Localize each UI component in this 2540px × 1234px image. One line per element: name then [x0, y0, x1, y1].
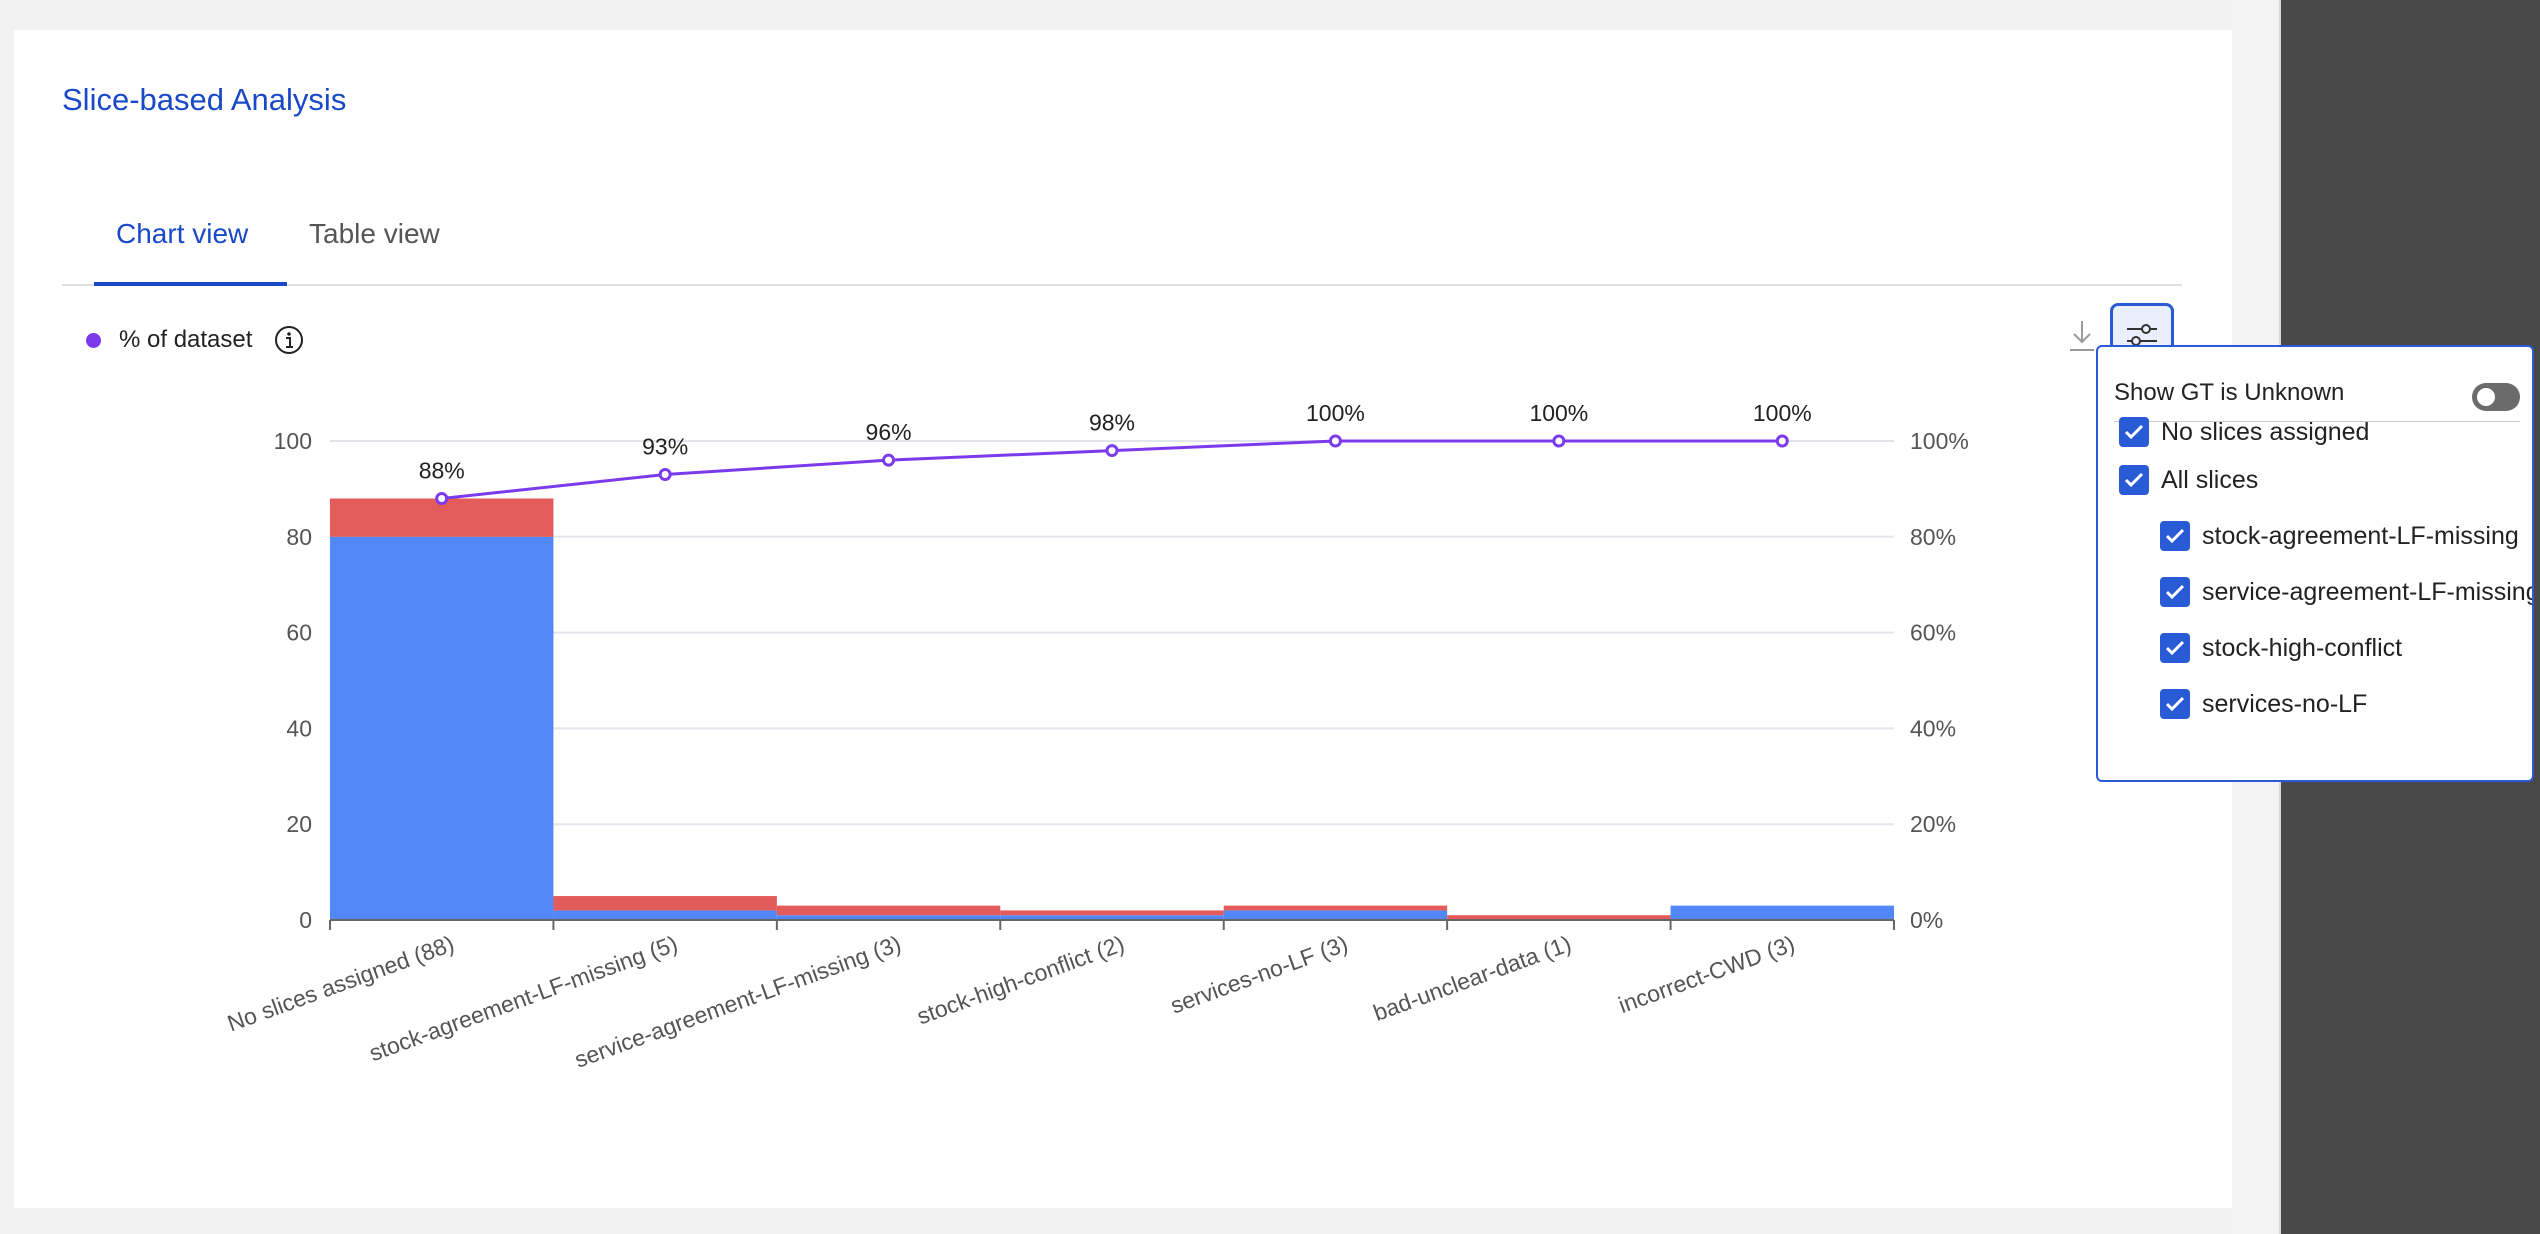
point-label: 96% — [866, 419, 912, 445]
point-label: 100% — [1753, 400, 1812, 426]
page-title: Slice-based Analysis — [62, 82, 347, 117]
filter-item[interactable]: services-no-LF — [2160, 686, 2367, 722]
check-icon — [2165, 528, 2185, 544]
chart-bars — [330, 498, 1894, 920]
checkbox[interactable] — [2160, 521, 2190, 551]
line-point — [1328, 434, 1342, 448]
filter-panel: Show GT is Unknown No slices assigned All… — [2096, 345, 2534, 782]
y2-tick-label: 100% — [1910, 428, 1969, 454]
check-icon — [2124, 424, 2144, 440]
active-tab-indicator — [94, 282, 287, 286]
y2-tick-label: 20% — [1910, 811, 1956, 837]
bar-segment — [776, 905, 1001, 916]
legend-label: % of dataset — [119, 326, 253, 353]
point-label: 98% — [1089, 410, 1135, 436]
y2-tick-label: 60% — [1910, 620, 1956, 646]
line-point — [1775, 434, 1789, 448]
x-tick-label: services-no-LF (3) — [1167, 930, 1351, 1018]
legend-marker — [86, 332, 101, 348]
filter-item-label: All slices — [2161, 465, 2259, 494]
checkbox[interactable] — [2160, 633, 2190, 663]
point-label: 88% — [419, 457, 465, 483]
download-icon[interactable] — [2066, 318, 2098, 354]
chart-legend: % of dataset — [86, 320, 304, 360]
bar-segment — [553, 910, 777, 920]
y-tick-label: 60 — [286, 620, 312, 646]
y2-tick-label: 40% — [1910, 715, 1956, 741]
show-gt-unknown-toggle[interactable] — [2472, 383, 2520, 411]
tab-chart-view[interactable]: Chart view — [116, 218, 249, 249]
check-icon — [2165, 584, 2185, 600]
point-label: 100% — [1529, 400, 1588, 426]
filter-panel-header: Show GT is Unknown — [2114, 369, 2520, 422]
checkbox[interactable] — [2119, 417, 2149, 447]
bar-segment — [1000, 910, 1224, 916]
filter-item[interactable]: service-agreement-LF-missing — [2160, 574, 2534, 610]
y-tick-label: 20 — [286, 811, 312, 837]
chart-grid — [330, 440, 1894, 826]
bar-segment — [1447, 915, 1671, 920]
line-point — [882, 453, 896, 467]
line-point — [1552, 434, 1566, 448]
sliders-icon — [2127, 324, 2157, 346]
bar-segment — [1223, 905, 1448, 911]
filter-item[interactable]: All slices — [2119, 462, 2258, 498]
check-icon — [2165, 696, 2185, 712]
filter-item-label: No slices assigned — [2161, 417, 2370, 446]
x-tick-label: stock-high-conflict (2) — [913, 930, 1127, 1029]
bar-segment — [553, 896, 777, 911]
bar-segment — [1000, 915, 1224, 920]
y2-tick-label: 80% — [1910, 524, 1956, 550]
info-icon[interactable] — [274, 325, 304, 355]
checkbox[interactable] — [2119, 465, 2149, 495]
bar-segment — [1223, 910, 1448, 920]
toggle-knob — [2477, 388, 2495, 406]
tab-table-view[interactable]: Table view — [309, 218, 440, 249]
y2-tick-label: 0% — [1910, 907, 1943, 933]
x-tick-label: incorrect-CWD (3) — [1615, 930, 1798, 1018]
chart-line: 88% 93% 96% 98% 100% 100% 100% — [419, 400, 1812, 505]
y-tick-label: 0 — [299, 907, 312, 933]
point-label: 100% — [1306, 400, 1365, 426]
y-tick-label: 40 — [286, 715, 312, 741]
y-tick-label: 80 — [286, 524, 312, 550]
bar-segment — [1670, 905, 1894, 920]
line-point — [1105, 444, 1119, 458]
checkbox[interactable] — [2160, 577, 2190, 607]
checkbox[interactable] — [2160, 689, 2190, 719]
filter-item-label: services-no-LF — [2202, 689, 2368, 718]
filter-item-label: stock-high-conflict — [2202, 633, 2403, 662]
filter-item-label: service-agreement-LF-missing — [2202, 577, 2534, 606]
filter-item-label: stock-agreement-LF-missing — [2202, 521, 2519, 550]
bar-segment — [330, 536, 554, 920]
point-label: 93% — [642, 434, 688, 460]
bar-segment — [776, 915, 1001, 920]
filter-item[interactable]: No slices assigned — [2119, 414, 2369, 450]
y-tick-label: 100 — [274, 428, 312, 454]
view-tabs: Chart view Table view — [62, 182, 2182, 286]
line-point — [435, 491, 449, 505]
check-icon — [2124, 472, 2144, 488]
filter-item[interactable]: stock-high-conflict — [2160, 630, 2402, 666]
toggle-label: Show GT is Unknown — [2114, 379, 2345, 406]
check-icon — [2165, 640, 2185, 656]
filter-item[interactable]: stock-agreement-LF-missing — [2160, 518, 2519, 554]
line-point — [658, 468, 672, 482]
x-tick-label: bad-unclear-data (1) — [1370, 930, 1575, 1026]
